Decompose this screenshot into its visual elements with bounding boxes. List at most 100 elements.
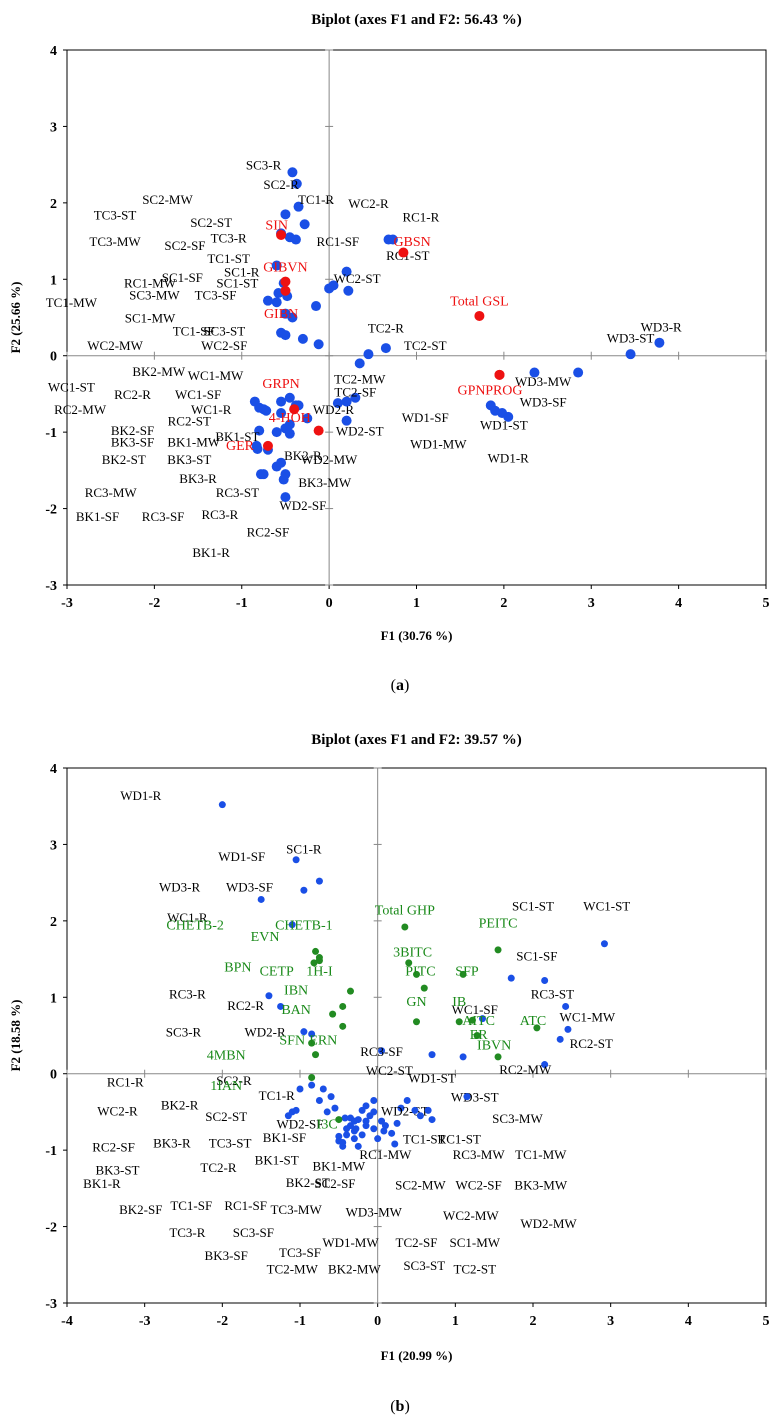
observation-label: BK1-SF [76,509,119,524]
observation-label: BK2-SF [111,423,154,438]
y-axis-label: F2 (18.58 %) [8,1000,23,1072]
observation-label: BK2-MW [132,364,185,379]
observation-point [302,413,313,424]
variable-point [308,1074,316,1082]
observation-point [358,1106,366,1114]
y-tick-label: 0 [50,350,57,365]
observation-point [573,367,584,378]
variable-label: BPN [224,961,251,976]
observation-point [358,1131,366,1139]
observation-point [346,1122,354,1130]
observation-label: SC2-ST [205,1109,247,1124]
variable-label: GRPN [262,377,299,392]
observation-point [291,178,302,189]
observation-label: TC3-ST [209,1136,252,1151]
observation-label: TC3-SF [279,1245,321,1260]
observation-label: SC1-ST [216,275,258,290]
observation-label: BK3-SF [111,434,154,449]
y-tick-label: -3 [45,579,57,594]
observation-point [378,1047,386,1055]
variable-point [346,987,354,995]
observation-point [350,1135,358,1143]
observation-label: BK2-SF [119,1202,162,1217]
variable-label: SFP [455,965,479,980]
observation-label: TC3-R [211,230,247,245]
observation-label: TC1-SF [170,1198,212,1213]
variable-point [473,1032,481,1039]
observation-label: WC1-ST [48,379,95,394]
observation-label: SC3-MW [492,1111,543,1126]
y-tick-label: -1 [45,426,57,441]
observation-point [276,408,287,419]
y-tick-label: 2 [50,915,57,930]
observation-point [280,492,291,503]
biplot-panel-b: -4 -3 -2 -1 0 1 2 3 4 5 -3 -2 -1 0 1 2 3 4 Biplot (axes F1… [8,732,770,1415]
variable-label: IB [452,995,466,1010]
observation-label: TC1-MW [515,1147,567,1162]
observation-label: WD2-ST [381,1103,429,1118]
observation-label: WC2-MW [443,1208,499,1223]
x-tick-label: 1 [413,596,420,611]
variable-label: ATC [520,1014,546,1029]
variable-point [339,1022,347,1030]
observation-point [277,1002,285,1010]
observation-point [416,1112,424,1120]
x-tick-label: 4 [675,596,682,611]
variable-label: ERN [309,1033,337,1048]
variable-point [312,947,320,955]
variable-label: BAN [281,1003,311,1018]
observation-label: WD2-R [244,1025,285,1040]
x-tick-label: 2 [500,596,507,611]
observation-label: WC1-R [191,402,232,417]
variable-point [313,425,324,436]
caption-close: ) [404,677,409,694]
x-tick-label: -3 [61,596,73,611]
observation-label: WD2-R [313,402,354,417]
observation-point [380,343,391,354]
observation-point [393,1119,401,1127]
observation-label: RC3-MW [453,1147,506,1162]
observation-point [287,312,298,323]
variable-point [494,1053,502,1061]
observation-label: TC2-R [368,320,404,335]
y-tick-label: 4 [50,762,57,777]
observation-label: TC3-MW [89,234,141,249]
variable-point [398,247,409,258]
observation-point [378,1117,386,1125]
observation-point [341,415,352,426]
variable-label: CHETB-1 [275,919,333,934]
observation-point [288,921,296,929]
observation-label: WC2-ST [334,271,381,286]
observation-point [315,877,323,885]
observation-point [280,209,291,220]
observation-point [341,1114,349,1122]
observation-point [479,1015,487,1023]
variable-label: PROG [485,383,522,398]
variable-label: I3C [317,1117,338,1132]
panel-caption: (b) [390,1398,410,1415]
observation-label: WD1-ST [480,418,528,433]
observation-point [311,301,322,312]
variable-point [459,970,467,978]
variable-point [413,1018,420,1026]
observation-point [292,856,300,864]
observation-point [284,392,295,403]
observation-label: TC2-SF [396,1235,438,1250]
observation-point [350,1117,358,1125]
observation-label: WC1-SF [452,1002,498,1017]
observation-label: SC2-R [216,1073,252,1088]
variable-point [308,1039,316,1047]
observation-label: RC2-MW [499,1062,552,1077]
observation-point [370,1125,378,1133]
x-tick-label: 3 [588,596,595,611]
observation-point [556,1035,564,1043]
variable-point [401,923,409,931]
observation-label: TC1-ST [207,251,250,266]
caption-letter: b [396,1398,405,1415]
observation-label: RC2-SF [247,525,290,540]
variable-point [468,1016,476,1024]
observation-point [292,1106,300,1114]
observation-label: TC1-R [298,192,334,207]
variable-point [494,369,505,380]
observation-point [327,1093,335,1101]
